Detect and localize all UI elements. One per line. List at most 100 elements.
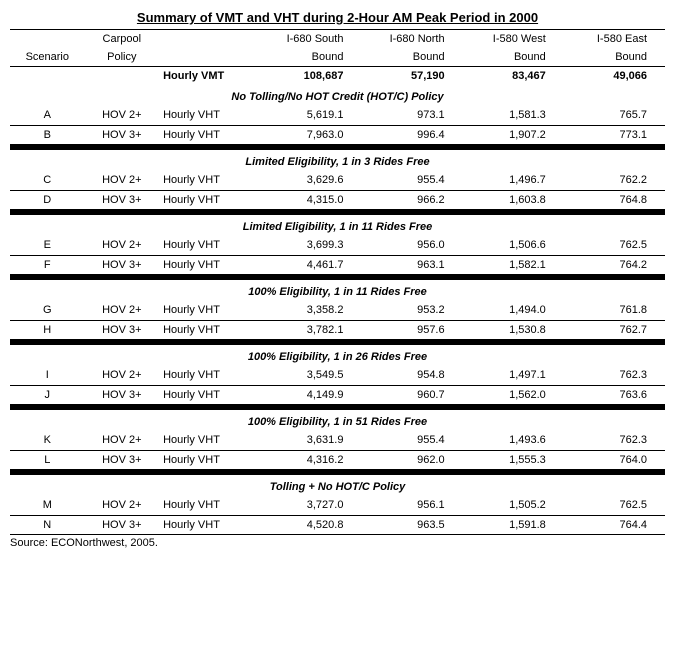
metric-cell: Hourly VHT [159, 386, 260, 405]
hdr-c2a: I-680 North [361, 30, 462, 49]
section-title-row: Limited Eligibility, 1 in 3 Rides Free [10, 150, 665, 171]
value-cell: 953.2 [361, 301, 462, 321]
policy-cell: HOV 2+ [85, 106, 160, 126]
policy-cell: HOV 2+ [85, 236, 160, 256]
metric-cell: Hourly VHT [159, 321, 260, 340]
metric-cell: Hourly VHT [159, 301, 260, 321]
scenario-cell: D [10, 191, 85, 210]
value-cell: 762.3 [564, 431, 665, 451]
section-title-row: 100% Eligibility, 1 in 51 Rides Free [10, 410, 665, 431]
value-cell: 963.1 [361, 256, 462, 275]
policy-cell: HOV 3+ [85, 191, 160, 210]
value-cell: 4,149.9 [260, 386, 361, 405]
value-cell: 3,631.9 [260, 431, 361, 451]
scenario-cell: E [10, 236, 85, 256]
value-cell: 764.0 [564, 451, 665, 470]
hdr-scenario: Scenario [10, 48, 85, 67]
value-cell: 764.8 [564, 191, 665, 210]
vmt-v2: 57,190 [361, 67, 462, 86]
policy-cell: HOV 3+ [85, 386, 160, 405]
section-title-row: 100% Eligibility, 1 in 11 Rides Free [10, 280, 665, 301]
section-title: 100% Eligibility, 1 in 51 Rides Free [10, 410, 665, 431]
value-cell: 1,530.8 [463, 321, 564, 340]
metric-cell: Hourly VHT [159, 516, 260, 535]
hdr-c4b: Bound [564, 48, 665, 67]
value-cell: 1,591.8 [463, 516, 564, 535]
value-cell: 1,555.3 [463, 451, 564, 470]
section-title-row: No Tolling/No HOT Credit (HOT/C) Policy [10, 85, 665, 106]
value-cell: 5,619.1 [260, 106, 361, 126]
value-cell: 761.8 [564, 301, 665, 321]
value-cell: 956.0 [361, 236, 462, 256]
policy-cell: HOV 3+ [85, 451, 160, 470]
table-row: IHOV 2+Hourly VHT3,549.5954.81,497.1762.… [10, 366, 665, 386]
table-row: FHOV 3+Hourly VHT4,461.7963.11,582.1764.… [10, 256, 665, 275]
value-cell: 962.0 [361, 451, 462, 470]
metric-cell: Hourly VHT [159, 496, 260, 516]
value-cell: 773.1 [564, 126, 665, 145]
hdr-c1a: I-680 South [260, 30, 361, 49]
value-cell: 763.6 [564, 386, 665, 405]
value-cell: 3,699.3 [260, 236, 361, 256]
policy-cell: HOV 2+ [85, 171, 160, 191]
section-title: 100% Eligibility, 1 in 11 Rides Free [10, 280, 665, 301]
value-cell: 4,520.8 [260, 516, 361, 535]
value-cell: 7,963.0 [260, 126, 361, 145]
vmt-row: Hourly VMT 108,687 57,190 83,467 49,066 [10, 67, 665, 86]
table-row: BHOV 3+Hourly VHT7,963.0996.41,907.2773.… [10, 126, 665, 145]
table-row: GHOV 2+Hourly VHT3,358.2953.21,494.0761.… [10, 301, 665, 321]
metric-cell: Hourly VHT [159, 256, 260, 275]
hdr-c2b: Bound [361, 48, 462, 67]
source-text: Source: ECONorthwest, 2005. [10, 537, 665, 549]
value-cell: 960.7 [361, 386, 462, 405]
table-row: CHOV 2+Hourly VHT3,629.6955.41,496.7762.… [10, 171, 665, 191]
metric-cell: Hourly VHT [159, 236, 260, 256]
scenario-cell: N [10, 516, 85, 535]
header-row-1: Carpool I-680 South I-680 North I-580 We… [10, 30, 665, 49]
hdr-carpool-1: Carpool [85, 30, 160, 49]
value-cell: 762.5 [564, 496, 665, 516]
metric-cell: Hourly VHT [159, 106, 260, 126]
value-cell: 3,629.6 [260, 171, 361, 191]
hdr-c1b: Bound [260, 48, 361, 67]
value-cell: 1,581.3 [463, 106, 564, 126]
table-title: Summary of VMT and VHT during 2-Hour AM … [10, 10, 665, 25]
metric-cell: Hourly VHT [159, 431, 260, 451]
section-title-row: Limited Eligibility, 1 in 11 Rides Free [10, 215, 665, 236]
table-row: DHOV 3+Hourly VHT4,315.0966.21,603.8764.… [10, 191, 665, 210]
value-cell: 963.5 [361, 516, 462, 535]
value-cell: 1,496.7 [463, 171, 564, 191]
value-cell: 762.2 [564, 171, 665, 191]
policy-cell: HOV 2+ [85, 301, 160, 321]
value-cell: 764.2 [564, 256, 665, 275]
section-title: Limited Eligibility, 1 in 11 Rides Free [10, 215, 665, 236]
section-title-row: Tolling + No HOT/C Policy [10, 475, 665, 496]
value-cell: 3,782.1 [260, 321, 361, 340]
value-cell: 1,505.2 [463, 496, 564, 516]
scenario-cell: M [10, 496, 85, 516]
value-cell: 3,727.0 [260, 496, 361, 516]
value-cell: 1,497.1 [463, 366, 564, 386]
value-cell: 966.2 [361, 191, 462, 210]
hdr-c3a: I-580 West [463, 30, 564, 49]
value-cell: 956.1 [361, 496, 462, 516]
header-row-2: Scenario Policy Bound Bound Bound Bound [10, 48, 665, 67]
scenario-cell: G [10, 301, 85, 321]
metric-cell: Hourly VHT [159, 126, 260, 145]
metric-cell: Hourly VHT [159, 191, 260, 210]
value-cell: 3,549.5 [260, 366, 361, 386]
hdr-carpool-2: Policy [85, 48, 160, 67]
section-title: Tolling + No HOT/C Policy [10, 475, 665, 496]
value-cell: 4,316.2 [260, 451, 361, 470]
policy-cell: HOV 2+ [85, 431, 160, 451]
policy-cell: HOV 2+ [85, 496, 160, 516]
vmt-v1: 108,687 [260, 67, 361, 86]
scenario-cell: B [10, 126, 85, 145]
scenario-cell: H [10, 321, 85, 340]
section-title: 100% Eligibility, 1 in 26 Rides Free [10, 345, 665, 366]
value-cell: 764.4 [564, 516, 665, 535]
hdr-c3b: Bound [463, 48, 564, 67]
value-cell: 765.7 [564, 106, 665, 126]
policy-cell: HOV 2+ [85, 366, 160, 386]
table-row: MHOV 2+Hourly VHT3,727.0956.11,505.2762.… [10, 496, 665, 516]
